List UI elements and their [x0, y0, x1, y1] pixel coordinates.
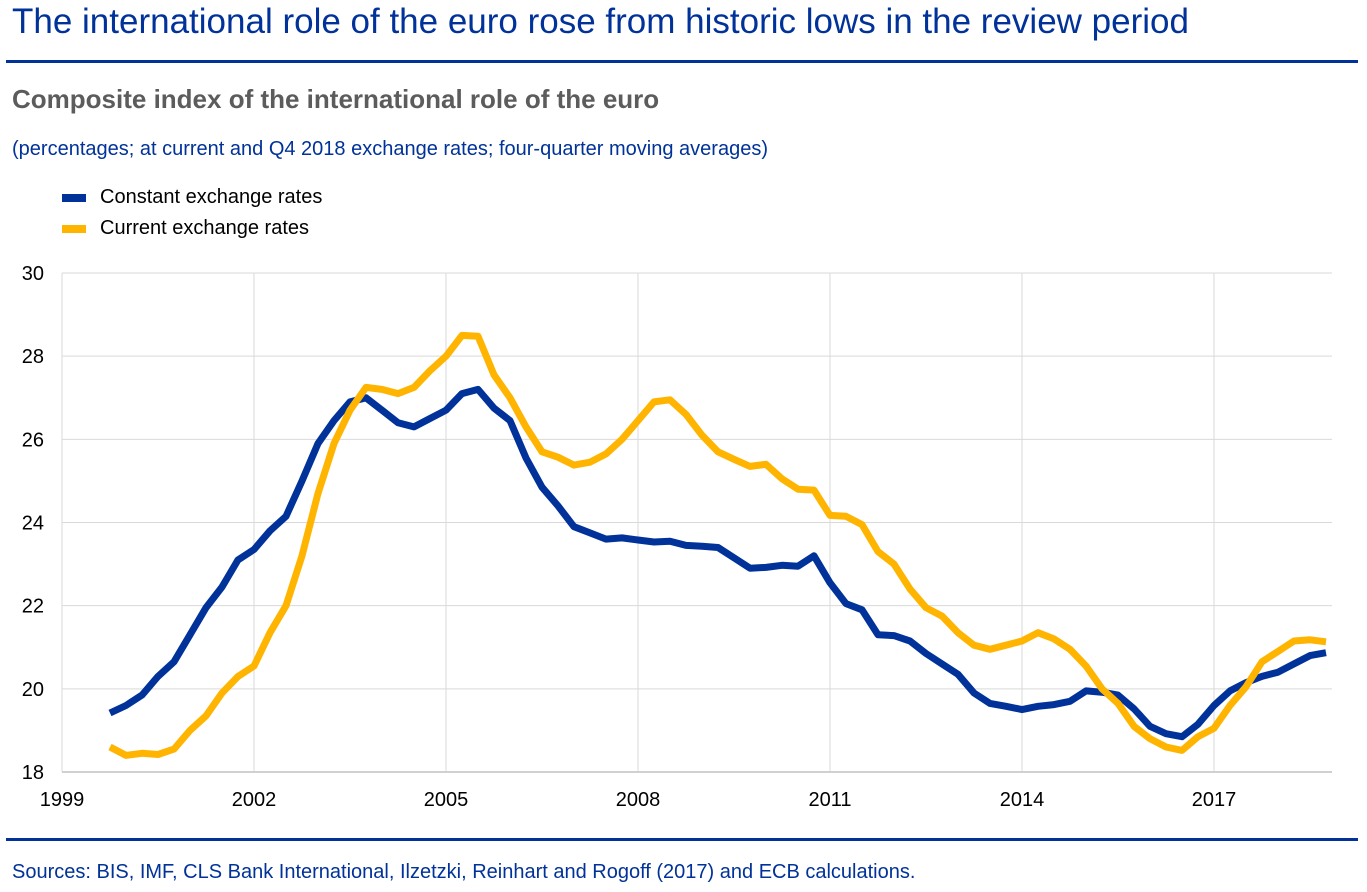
series-lines — [108, 331, 1327, 759]
legend-swatch-constant — [62, 193, 86, 202]
legend-label-constant: Constant exchange rates — [100, 186, 323, 208]
series-line-constant — [108, 385, 1327, 741]
y-tick-label: 20 — [22, 679, 44, 701]
source-note: Sources: BIS, IMF, CLS Bank Internationa… — [12, 861, 916, 883]
y-tick-label: 30 — [22, 263, 44, 285]
x-tick-label: 2008 — [616, 789, 661, 811]
chart-subtitle: (percentages; at current and Q4 2018 exc… — [12, 138, 768, 160]
top-divider — [6, 60, 1358, 63]
bottom-divider — [6, 838, 1358, 841]
tick-labels: 18 20 22 24 26 28 30 1999 2002 2005 2008 2011 2014 20… — [22, 263, 1237, 811]
legend-item-constant: Constant exchange rates — [62, 182, 322, 213]
x-tick-label: 1999 — [40, 789, 85, 811]
page-title: The international role of the euro rose … — [12, 2, 1189, 41]
x-tick-label: 2017 — [1192, 789, 1237, 811]
chart-legend: Constant exchange rates Current exchange… — [62, 182, 322, 244]
y-tick-label: 24 — [22, 513, 44, 535]
x-tick-label: 2014 — [1000, 789, 1045, 811]
x-tick-label: 2011 — [808, 789, 851, 811]
grid-lines — [61, 272, 1332, 772]
x-tick-label: 2005 — [424, 789, 469, 811]
y-tick-label: 26 — [22, 429, 44, 451]
legend-swatch-current — [62, 224, 86, 233]
legend-item-current: Current exchange rates — [62, 213, 322, 244]
y-tick-label: 22 — [22, 596, 44, 618]
x-tick-label: 2002 — [232, 789, 277, 811]
chart-title: Composite index of the international rol… — [12, 84, 660, 114]
y-tick-label: 18 — [22, 762, 44, 784]
series-line-current — [108, 331, 1327, 759]
legend-label-current: Current exchange rates — [100, 217, 310, 239]
y-tick-label: 28 — [22, 346, 44, 368]
